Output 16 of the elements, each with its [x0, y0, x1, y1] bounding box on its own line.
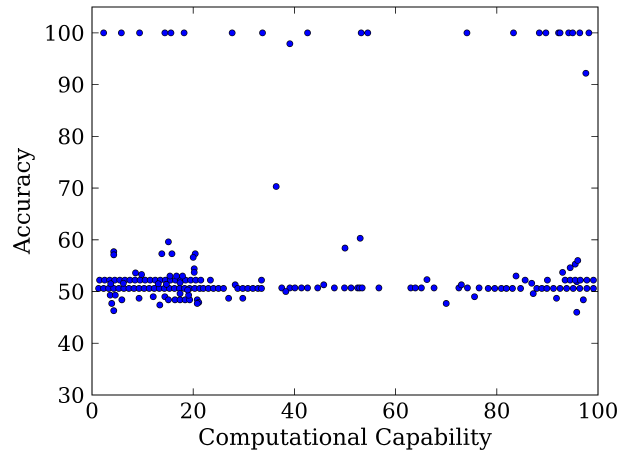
y-tick-label: 100	[46, 24, 84, 41]
y-tick-label: 50	[59, 283, 84, 300]
x-tick-label: 100	[580, 402, 617, 419]
x-axis-title: Computational Capability	[199, 428, 492, 450]
y-tick-label: 80	[58, 128, 84, 144]
x-tick-label: 80	[484, 402, 509, 419]
x-tick-label: 60	[383, 402, 408, 419]
y-tick-label: 90	[58, 76, 84, 93]
y-axis-title: Accuracy	[13, 148, 35, 254]
y-tick-label: 60	[58, 232, 84, 248]
x-tick-label: 20	[181, 402, 206, 419]
y-tick-label: 70	[59, 180, 84, 196]
x-tick-label: 0	[86, 402, 98, 419]
y-tick-label: 40	[58, 335, 84, 352]
x-tick-label: 40	[281, 402, 307, 419]
y-tick-label: 30	[59, 386, 84, 404]
